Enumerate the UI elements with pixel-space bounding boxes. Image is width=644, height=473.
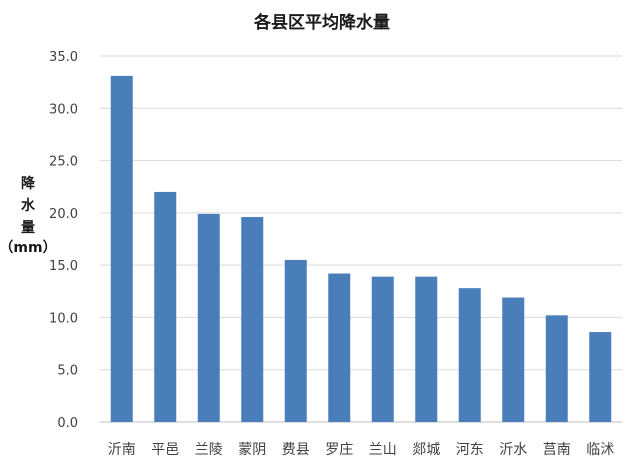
bar [371, 276, 394, 422]
x-tick-label: 兰山 [369, 442, 397, 458]
y-axis-label-part: （mm） [0, 240, 57, 256]
x-axis-ticks: 沂南 平邑 兰陵 蒙阴 费县 罗庄 兰山 郯城 河东 沂水 莒南 临沭 [108, 441, 615, 458]
x-tick-label: 沂水 [499, 442, 527, 458]
bar [284, 259, 307, 422]
y-tick-label: 20.0 [49, 207, 78, 222]
x-tick-label: 莒南 [543, 442, 571, 458]
x-tick-label: 临沭 [586, 442, 614, 458]
y-axis-label: 降水量 （mm） [0, 175, 57, 256]
y-tick-label: 35.0 [49, 50, 78, 65]
x-tick-label: 罗庄 [325, 441, 353, 458]
y-axis-label-part: 水 [21, 197, 36, 214]
x-tick-label: 平邑 [151, 442, 179, 458]
bar [545, 315, 568, 422]
bar [502, 297, 525, 422]
y-tick-label: 0.0 [57, 416, 78, 431]
y-tick-label: 10.0 [49, 311, 78, 326]
x-tick-label: 蒙阴 [238, 442, 266, 458]
x-tick-label: 费县 [282, 442, 310, 458]
y-tick-label: 15.0 [49, 259, 78, 274]
bars [110, 75, 612, 423]
gridlines [100, 55, 622, 423]
y-axis-ticks: 0.0 5.0 10.0 15.0 20.0 25.0 30.0 35.0 [49, 50, 78, 431]
bar [589, 332, 612, 422]
y-axis-label-part: 降 [21, 175, 36, 192]
bar [458, 288, 481, 422]
bar [328, 273, 351, 422]
x-tick-label: 兰陵 [195, 442, 223, 458]
bar [154, 191, 177, 422]
bar [241, 217, 264, 422]
y-axis-label-part: 量 [21, 220, 35, 236]
x-tick-label: 沂南 [108, 442, 136, 458]
bar [415, 276, 438, 422]
x-tick-label: 郯城 [412, 442, 440, 458]
x-tick-label: 河东 [456, 442, 484, 458]
y-tick-label: 25.0 [49, 155, 78, 170]
bar [110, 75, 133, 423]
chart-title: 各县区平均降水量 [253, 12, 390, 33]
y-tick-label: 30.0 [49, 102, 78, 117]
y-tick-label: 5.0 [57, 364, 78, 379]
bar [197, 213, 220, 422]
